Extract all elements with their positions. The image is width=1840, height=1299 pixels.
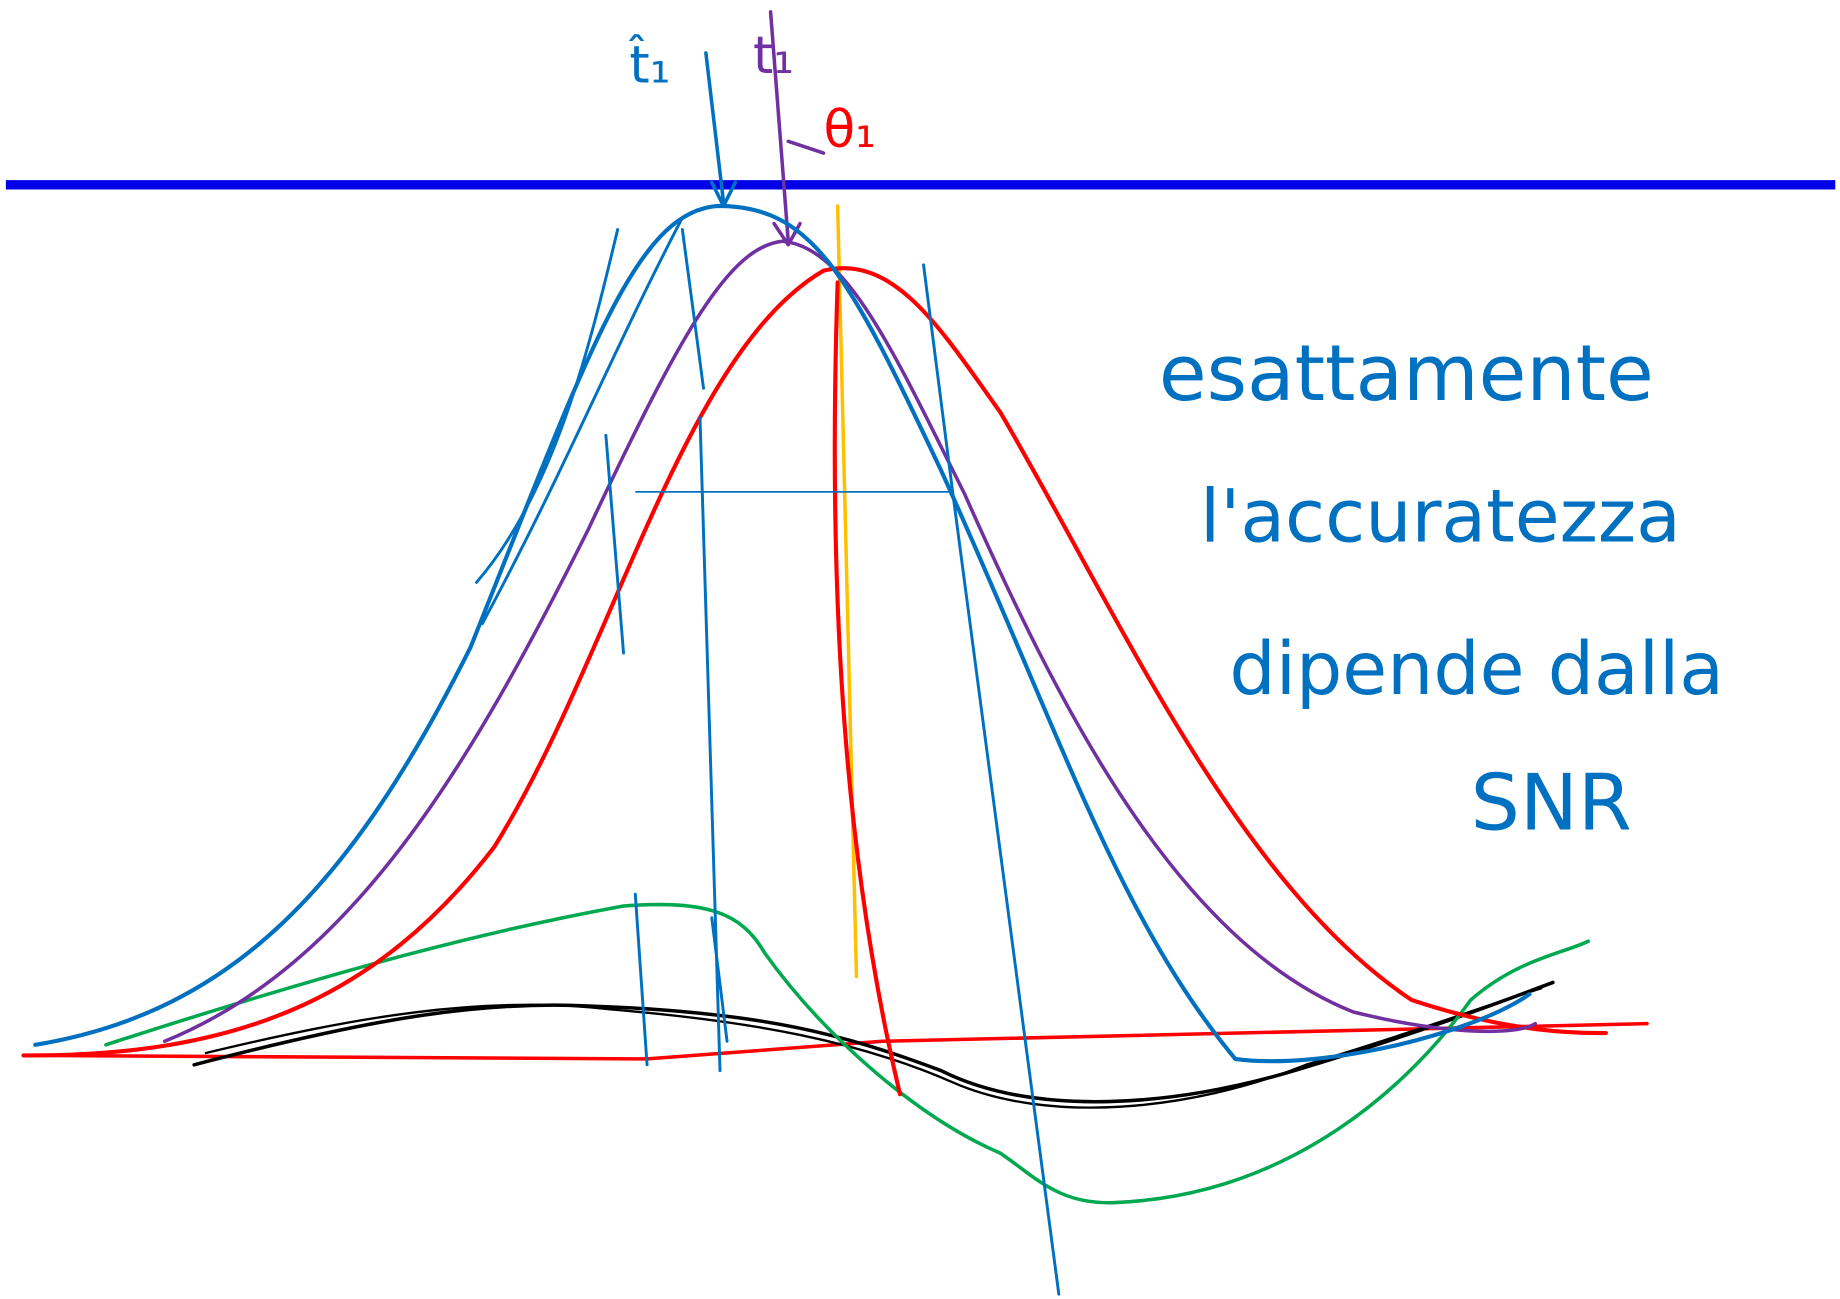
note-line: l'accuratezza — [1200, 474, 1681, 559]
note-line: SNR — [1471, 759, 1632, 849]
note-line: esattamente — [1159, 329, 1654, 419]
label: t̂₁ — [628, 34, 670, 95]
label: θ₁ — [824, 100, 876, 160]
label: t₁ — [753, 26, 794, 86]
note-line: dipende dalla — [1229, 627, 1724, 712]
page: {"labels": {"t_hat": "t̂₁", "t": "t₁", "… — [0, 0, 1840, 1299]
sketch: t̂₁ t₁ θ₁ esattamente l'accuratezza dipe… — [0, 0, 1840, 1299]
